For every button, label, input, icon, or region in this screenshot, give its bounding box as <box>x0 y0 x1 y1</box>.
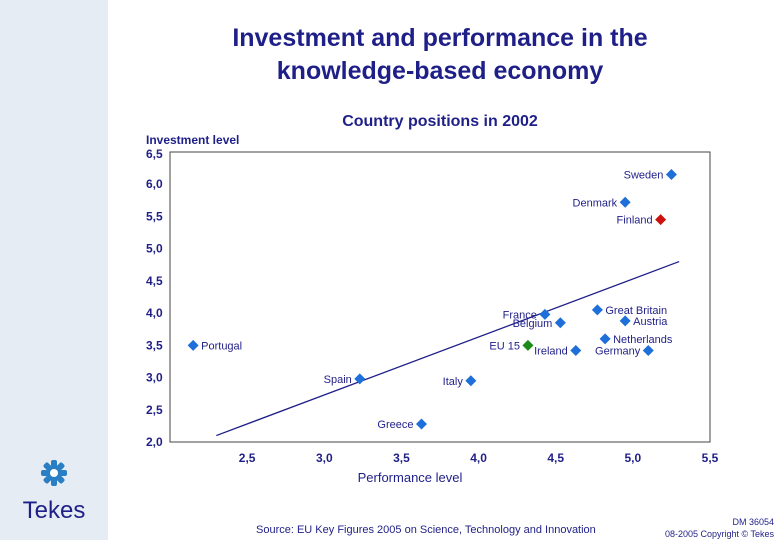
chart-subtitle: Country positions in 2002 <box>342 113 538 130</box>
doc-info: DM 36054 08-2005 Copyright © Tekes <box>665 516 774 540</box>
x-tick-label: 5,5 <box>702 451 719 465</box>
data-point <box>415 418 427 430</box>
data-label: Germany <box>595 345 641 357</box>
data-point <box>554 317 566 329</box>
data-label: Portugal <box>201 340 242 352</box>
y-tick-label: 2,5 <box>146 403 163 417</box>
data-point <box>619 315 631 327</box>
data-label: Greece <box>377 419 413 431</box>
trend-line <box>216 260 680 437</box>
y-tick-label: 4,0 <box>146 306 163 320</box>
y-tick-label: 3,0 <box>146 371 163 385</box>
data-label: Spain <box>324 374 352 386</box>
x-axis-label: Performance level <box>358 470 463 485</box>
data-point <box>655 214 667 226</box>
data-point <box>619 196 631 208</box>
data-point <box>599 333 611 345</box>
data-label: Sweden <box>624 170 664 182</box>
plot-frame <box>169 151 711 443</box>
data-label: France <box>503 309 537 321</box>
doc-id: DM 36054 <box>732 517 774 527</box>
data-point <box>465 375 477 387</box>
x-tick-label: 4,5 <box>547 451 564 465</box>
tekes-logo-icon: Tekes <box>23 460 86 524</box>
y-tick-label: 3,5 <box>146 338 163 352</box>
title-line-2: knowledge-based economy <box>276 57 604 85</box>
copyright: 08-2005 Copyright © Tekes <box>664 529 774 539</box>
data-point <box>665 169 677 181</box>
side-panel <box>0 0 108 540</box>
data-point <box>539 308 551 320</box>
data-point <box>591 304 603 316</box>
data-label: Belgium <box>513 318 553 330</box>
data-point <box>570 344 582 356</box>
x-tick-label: 5,0 <box>625 451 642 465</box>
data-label: Ireland <box>534 345 568 357</box>
data-label: Austria <box>633 316 668 328</box>
y-tick-label: 5,5 <box>146 209 163 223</box>
y-tick-label: 2,0 <box>146 435 163 449</box>
x-tick-label: 2,5 <box>239 451 256 465</box>
data-point <box>354 373 366 385</box>
logo-text: Tekes <box>23 497 86 524</box>
y-tick-label: 6,0 <box>146 177 163 191</box>
y-tick-label: 4,5 <box>146 274 163 288</box>
data-label: Denmark <box>573 197 618 209</box>
title-line-1: Investment and performance in the <box>232 24 648 52</box>
x-tick-label: 3,0 <box>316 451 333 465</box>
data-point <box>642 344 654 356</box>
data-label: Great Britain <box>605 305 667 317</box>
y-axis-label: Investment level <box>146 133 239 147</box>
y-axis-top-value: 6,5 <box>146 147 163 161</box>
data-label: Finland <box>617 215 653 227</box>
x-tick-label: 4,0 <box>470 451 487 465</box>
source-note: Source: EU Key Figures 2005 on Science, … <box>256 524 596 536</box>
data-label: Netherlands <box>613 334 673 346</box>
data-label: Italy <box>443 376 464 388</box>
page-title: Investment and performance in the knowle… <box>150 22 730 88</box>
tekes-logo: Tekes <box>6 458 102 524</box>
data-point <box>187 339 199 351</box>
x-tick-label: 3,5 <box>393 451 410 465</box>
data-label: EU 15 <box>489 340 520 352</box>
data-point <box>522 339 534 351</box>
y-tick-label: 5,0 <box>146 242 163 256</box>
